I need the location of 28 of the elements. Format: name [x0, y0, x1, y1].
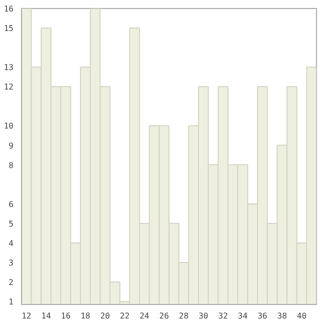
- x-tick-label: 24: [140, 312, 150, 320]
- y-tick-label: 9: [8, 141, 14, 150]
- x-tick-label: 28: [178, 312, 189, 320]
- x-tick-label: 18: [80, 312, 90, 320]
- y-tick-label: 10: [4, 122, 14, 131]
- x-tick-label: 14: [41, 312, 52, 320]
- x-tick-label: 32: [218, 312, 228, 320]
- x-tick-label: 26: [159, 312, 170, 320]
- y-tick-label: 12: [4, 82, 14, 92]
- y-tick-label: 8: [8, 160, 14, 170]
- y-tick-label: 3: [8, 258, 14, 268]
- x-tick-label: 34: [238, 312, 248, 320]
- y-tick-label: 6: [8, 200, 14, 209]
- y-tick-label: 16: [4, 4, 14, 14]
- x-tick-label: 40: [296, 312, 307, 320]
- x-tick-label: 30: [198, 312, 208, 320]
- y-tick-label: 4: [8, 238, 14, 248]
- x-tick-label: 36: [258, 312, 268, 320]
- x-tick-label: 16: [60, 312, 71, 320]
- y-tick-label: 5: [8, 219, 14, 228]
- x-tick-label: 20: [100, 312, 110, 320]
- y-tick-label: 13: [4, 63, 14, 72]
- y-tick-label: 1: [8, 298, 14, 307]
- y-tick-label: 2: [8, 278, 14, 288]
- x-tick-label: 22: [120, 312, 130, 320]
- x-tick-label: 38: [277, 312, 288, 320]
- x-tick-label: 12: [22, 312, 32, 320]
- y-tick-label: 15: [4, 24, 14, 34]
